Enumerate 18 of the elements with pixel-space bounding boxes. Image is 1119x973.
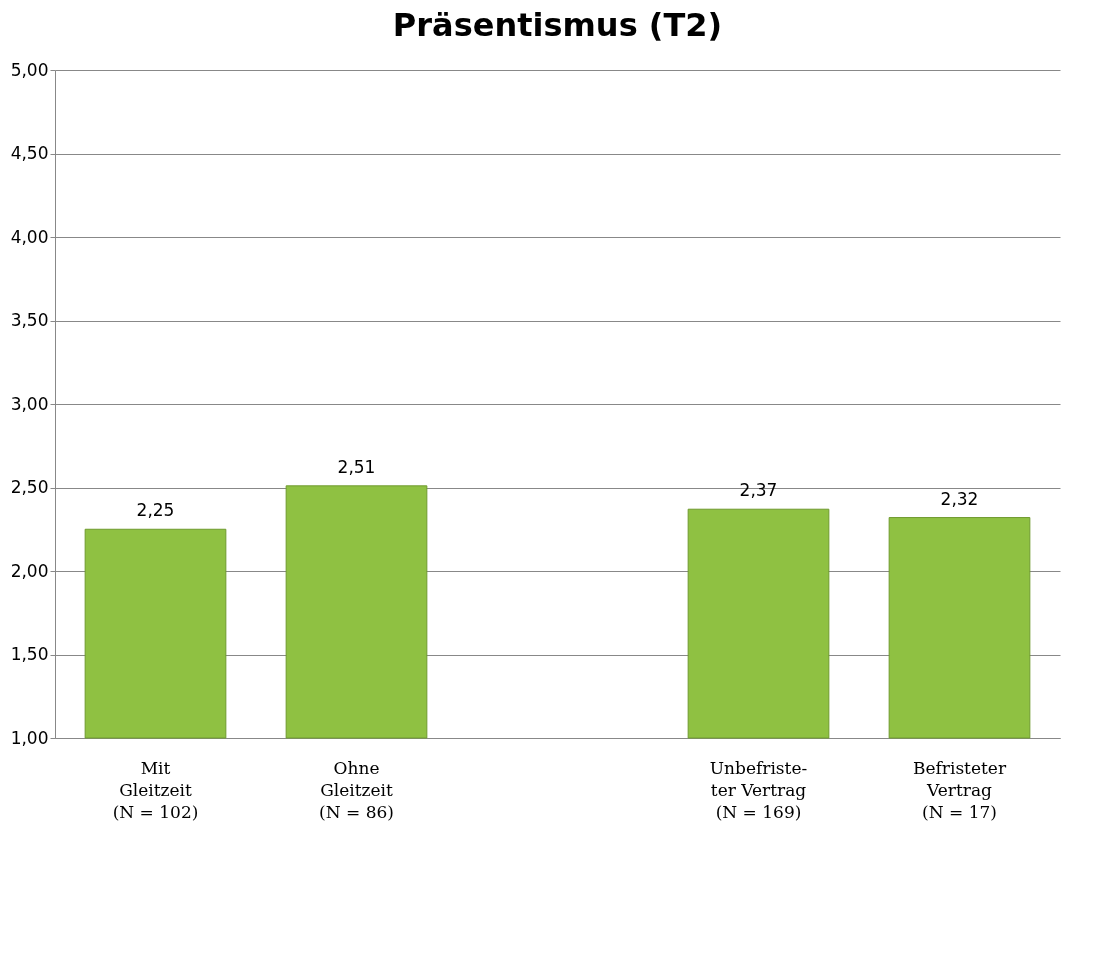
y-tick-label: 5,00	[10, 59, 49, 80]
y-tick-label: 1,50	[10, 644, 49, 664]
y-tick-label: 4,50	[10, 143, 49, 163]
y-tick-label: 1,00	[10, 727, 49, 748]
x-tick-label: Ohne Gleitzeit (N = 86)	[319, 757, 394, 822]
x-tick-label: Unbefriste- ter Vertrag (N = 169)	[709, 757, 808, 822]
y-tick-label: 2,50	[10, 477, 49, 497]
data-label: 2,32	[940, 488, 979, 509]
x-tick-label: Befristeter Vertrag (N = 17)	[912, 757, 1007, 822]
data-label: 2,37	[739, 480, 778, 501]
y-tick-label: 2,00	[10, 560, 49, 581]
y-tick-label: 3,00	[10, 393, 49, 414]
y-tick-label: 3,50	[10, 310, 49, 330]
data-label: 2,51	[337, 456, 376, 477]
y-tick-label: 4,00	[10, 226, 49, 247]
x-tick-label: Mit Gleitzeit (N = 102)	[112, 757, 199, 822]
chart-title: Präsentismus (T2)	[392, 6, 723, 44]
data-label: 2,25	[136, 500, 175, 521]
